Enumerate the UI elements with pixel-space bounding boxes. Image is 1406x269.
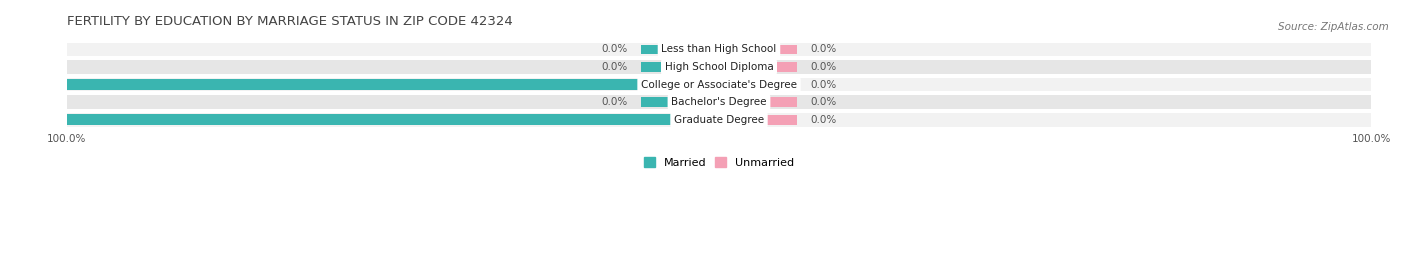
Text: Graduate Degree: Graduate Degree xyxy=(673,115,763,125)
Text: Bachelor's Degree: Bachelor's Degree xyxy=(671,97,766,107)
Text: College or Associate's Degree: College or Associate's Degree xyxy=(641,80,797,90)
Bar xyxy=(66,79,718,90)
Text: 0.0%: 0.0% xyxy=(810,115,837,125)
Bar xyxy=(66,78,1371,91)
Text: Source: ZipAtlas.com: Source: ZipAtlas.com xyxy=(1278,22,1389,31)
Bar xyxy=(718,45,797,54)
Bar xyxy=(641,97,718,107)
Bar xyxy=(641,45,718,54)
Bar xyxy=(718,80,797,89)
Text: 100.0%: 100.0% xyxy=(14,80,56,90)
Bar xyxy=(66,43,1371,56)
Bar xyxy=(66,113,1371,127)
Text: 0.0%: 0.0% xyxy=(810,44,837,54)
Text: High School Diploma: High School Diploma xyxy=(665,62,773,72)
Text: Less than High School: Less than High School xyxy=(661,44,776,54)
Legend: Married, Unmarried: Married, Unmarried xyxy=(640,153,799,172)
Text: 0.0%: 0.0% xyxy=(602,44,627,54)
Text: 0.0%: 0.0% xyxy=(602,97,627,107)
Bar xyxy=(66,95,1371,109)
Bar xyxy=(66,114,718,125)
Bar xyxy=(718,62,797,72)
Bar xyxy=(66,60,1371,74)
Bar xyxy=(718,115,797,125)
Text: 100.0%: 100.0% xyxy=(14,115,56,125)
Bar xyxy=(641,62,718,72)
Text: 0.0%: 0.0% xyxy=(810,80,837,90)
Text: 0.0%: 0.0% xyxy=(602,62,627,72)
Bar xyxy=(718,97,797,107)
Text: 0.0%: 0.0% xyxy=(810,97,837,107)
Text: 0.0%: 0.0% xyxy=(810,62,837,72)
Text: FERTILITY BY EDUCATION BY MARRIAGE STATUS IN ZIP CODE 42324: FERTILITY BY EDUCATION BY MARRIAGE STATU… xyxy=(66,15,512,28)
